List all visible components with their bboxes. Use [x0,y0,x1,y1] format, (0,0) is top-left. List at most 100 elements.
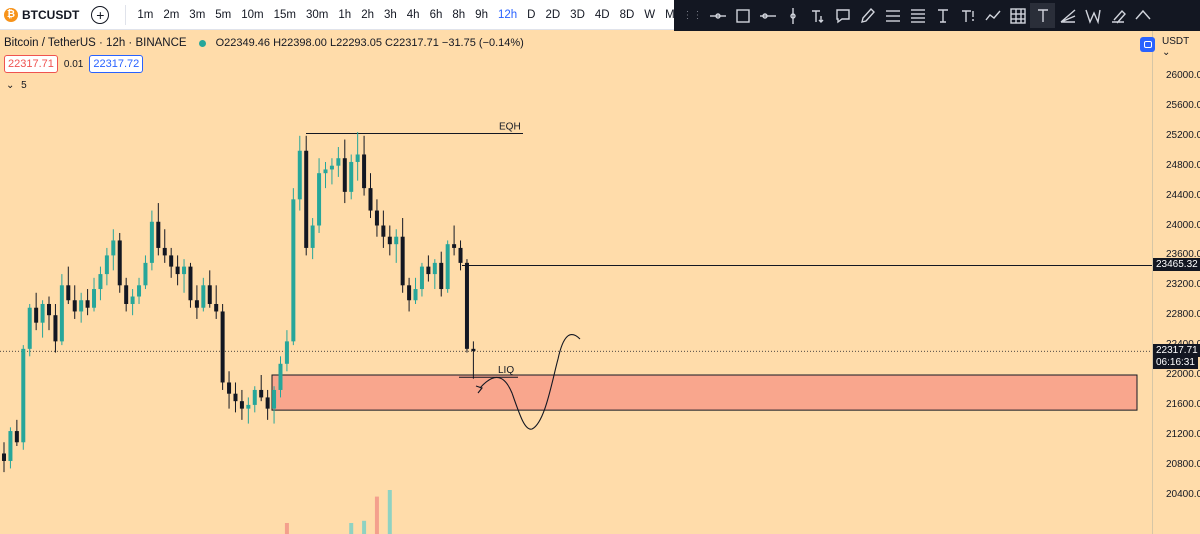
price-chart[interactable]: EQH LIQ [0,31,1152,534]
interval-10m[interactable]: 10m [241,8,264,21]
candle-body [297,150,302,200]
candle-body [233,393,238,402]
sell-button[interactable]: 22317.71 [4,55,58,73]
interval-15m[interactable]: 15m [273,8,297,21]
interval-2d[interactable]: 2D [545,8,561,21]
interval-30m[interactable]: 30m [306,8,329,21]
liquidity-zone [271,374,1138,411]
candle-body [304,150,309,248]
horizontal-line-icon[interactable] [705,3,730,28]
candle-body [72,300,77,312]
path-icon[interactable] [980,3,1005,28]
candle-body [149,221,154,263]
text-tool-icon[interactable] [805,3,830,28]
candle-body [381,225,386,237]
candle-body [21,348,26,443]
candle-body [227,382,232,394]
price-tick-label: 21200.00 [1166,428,1200,440]
interval-2m[interactable]: 2m [163,8,180,21]
candle-body [2,453,6,461]
candle-body [156,221,161,248]
candle-body [432,262,437,275]
more-tools-icon[interactable] [1130,3,1155,28]
candle-body [284,341,289,364]
compare-symbol-button[interactable]: + [91,5,110,24]
candle-body [342,158,347,192]
fib-retracement-icon[interactable] [880,3,905,28]
grip-icon[interactable]: ⋮⋮ [682,10,703,21]
candle-body [426,266,431,275]
candle-body [194,300,199,308]
symbol-search[interactable]: ₿ BTCUSDT [0,0,85,30]
interval-5m[interactable]: 5m [215,8,232,21]
anchored-text-icon[interactable] [955,3,980,28]
interval-3d[interactable]: 3D [570,8,585,21]
candle-body [471,348,476,352]
price-tick-label: 23200.00 [1166,279,1200,291]
candle-body [387,236,392,245]
interval-d[interactable]: D [527,8,536,21]
last-price-tag: 22317.71 [1153,344,1200,358]
indicators-toggle[interactable]: ⌄ 5 [6,80,27,91]
interval-6h[interactable]: 6h [429,8,443,21]
interval-1h[interactable]: 1h [338,8,352,21]
gann-fan-icon[interactable] [1055,3,1080,28]
interval-4h[interactable]: 4h [406,8,420,21]
candle-body [66,285,71,301]
table-icon[interactable] [1005,3,1030,28]
interval-1m[interactable]: 1m [137,8,154,21]
interval-m[interactable]: M [665,8,675,21]
spread-value: 0.01 [63,58,84,70]
text-tool-2-icon[interactable] [1030,3,1055,28]
candle-body [79,300,84,312]
interval-2h[interactable]: 2h [361,8,374,21]
symbol-title[interactable]: Bitcoin / TetherUS · 12h · BINANCE [4,37,187,49]
interval-3h[interactable]: 3h [383,8,397,21]
price-tick-label: 26000.00 [1166,70,1200,81]
candle-body [323,169,328,174]
candle-body [291,199,296,342]
interval-w[interactable]: W [644,8,656,21]
candle-body [130,296,135,304]
volume-bar [387,490,392,534]
object-tree-icon[interactable] [1140,37,1155,52]
candle-body [14,431,19,443]
candle-body [336,158,341,166]
candle-body [40,303,45,323]
candle-body [53,315,58,342]
interval-8h[interactable]: 8h [452,8,466,21]
fib-channel-icon[interactable] [905,3,930,28]
candle-body [374,210,379,226]
candle-body [169,255,174,267]
rectangle-icon[interactable] [730,3,755,28]
candle-body [137,285,142,297]
buy-button[interactable]: 22317.72 [89,55,144,73]
candle-body [8,431,13,461]
candle-body [419,266,424,290]
brush-icon[interactable] [855,3,880,28]
interval-list: 1m 2m 3m 5m 10m 15m 30m 1h 2h 3h 4h 6h 8h 9h 12h D 2D 3D 4… [132,0,679,30]
eraser-icon[interactable] [1105,3,1130,28]
interval-8d[interactable]: 8D [619,8,635,21]
price-scale[interactable] [1152,31,1200,534]
vertical-line-icon[interactable] [780,3,805,28]
candle-body [329,165,334,170]
interval-4d[interactable]: 4D [594,8,610,21]
interval-3m[interactable]: 3m [189,8,206,21]
text-icon[interactable] [930,3,955,28]
candle-body [278,363,283,390]
candle-body [182,266,187,275]
candle-body [394,236,399,245]
callout-icon[interactable] [830,3,855,28]
xabcd-pattern-icon[interactable] [1080,3,1105,28]
currency-selector[interactable]: USDT ⌄ [1162,36,1190,58]
interval-12h[interactable]: 12h [497,8,518,21]
candle-body [252,389,257,405]
candle-body [124,285,129,304]
candle-body [400,236,405,286]
interval-9h[interactable]: 9h [475,8,488,21]
divider [125,4,127,25]
horizontal-ray-icon[interactable] [755,3,780,28]
price-tick-label: 20400.00 [1166,488,1200,500]
candle-body [439,262,444,290]
